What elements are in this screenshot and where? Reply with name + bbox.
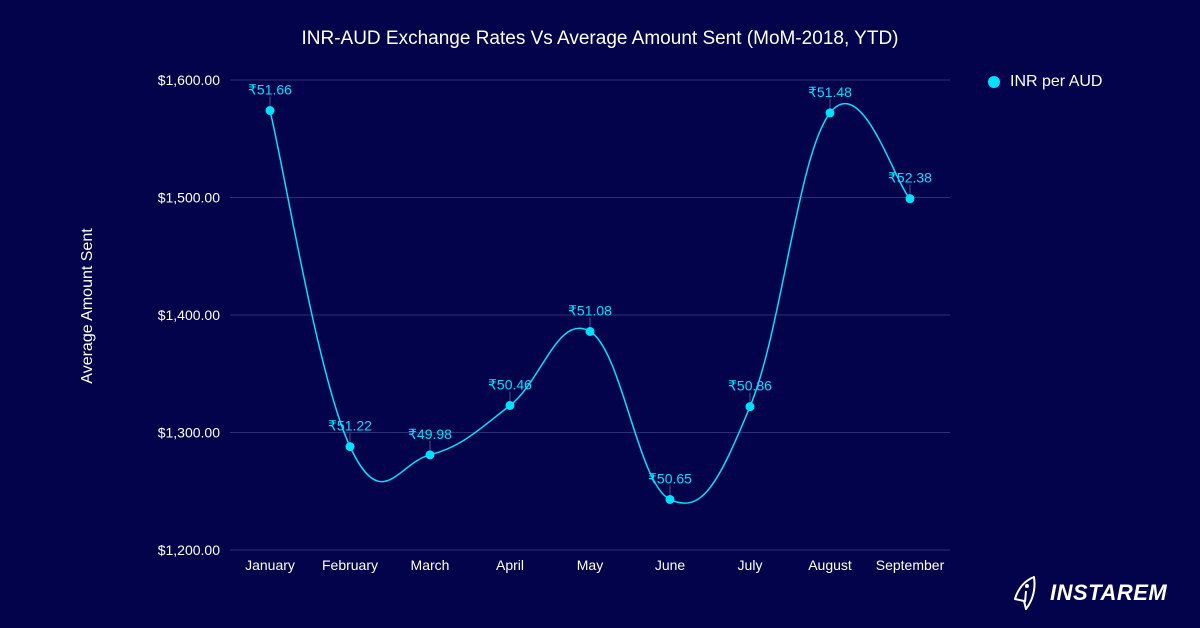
data-label: ₹51.66 bbox=[248, 82, 292, 98]
rocket-icon bbox=[1014, 576, 1036, 610]
x-tick-label: January bbox=[245, 557, 295, 573]
data-label: ₹51.48 bbox=[808, 84, 852, 100]
y-tick-label: $1,600.00 bbox=[158, 72, 220, 88]
data-label: ₹51.22 bbox=[328, 418, 372, 434]
brand-logo: INSTAREM bbox=[1012, 575, 1167, 611]
x-tick-label: March bbox=[411, 557, 450, 573]
data-point bbox=[665, 494, 675, 504]
data-point bbox=[585, 326, 595, 336]
chart-title: INR-AUD Exchange Rates Vs Average Amount… bbox=[301, 28, 899, 49]
x-tick-label: May bbox=[577, 557, 603, 573]
legend[interactable]: INR per AUD bbox=[988, 73, 1102, 91]
data-point bbox=[265, 106, 275, 116]
legend-marker-icon bbox=[988, 76, 1000, 88]
brand-name: INSTAREM bbox=[1050, 580, 1168, 605]
data-point bbox=[505, 400, 515, 410]
legend-label: INR per AUD bbox=[1010, 73, 1103, 90]
data-label: ₹50.46 bbox=[488, 376, 532, 392]
x-tick-label: April bbox=[496, 557, 524, 573]
y-tick-label: $1,200.00 bbox=[158, 542, 220, 558]
data-point bbox=[425, 450, 435, 460]
data-point bbox=[905, 194, 915, 204]
y-tick-label: $1,400.00 bbox=[158, 307, 220, 323]
data-point bbox=[745, 402, 755, 412]
x-tick-label: February bbox=[322, 557, 378, 573]
data-point bbox=[345, 442, 355, 452]
x-tick-label: September bbox=[876, 557, 945, 573]
data-label: ₹51.08 bbox=[568, 302, 612, 318]
x-tick-label: August bbox=[808, 557, 852, 573]
x-tick-label: July bbox=[738, 557, 763, 573]
data-label: ₹52.38 bbox=[888, 170, 932, 186]
y-tick-label: $1,300.00 bbox=[158, 425, 220, 441]
y-tick-label: $1,500.00 bbox=[158, 190, 220, 206]
data-label: ₹50.65 bbox=[648, 470, 692, 486]
data-label: ₹49.98 bbox=[408, 426, 452, 442]
data-label: ₹50.86 bbox=[728, 378, 772, 394]
x-tick-label: June bbox=[655, 557, 686, 573]
data-point bbox=[825, 108, 835, 118]
